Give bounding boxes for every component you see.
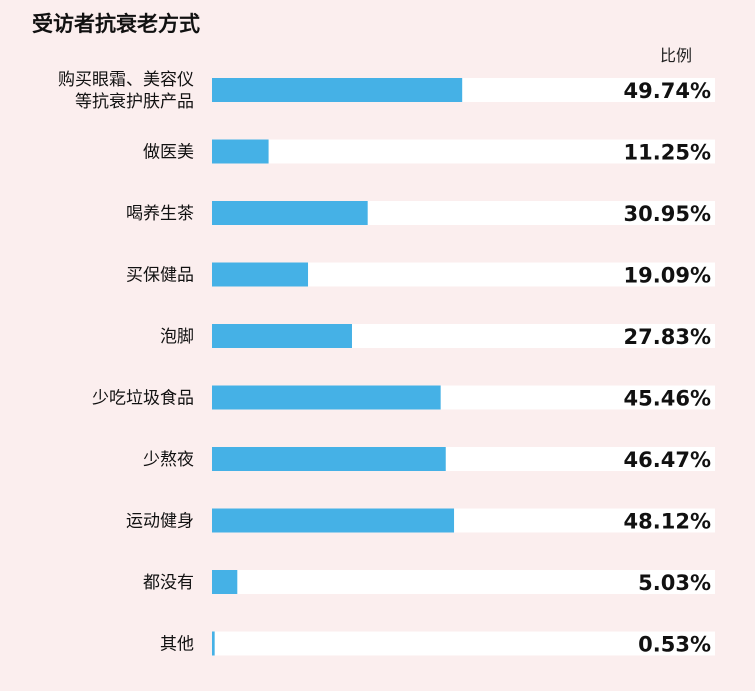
category-label: 都没有 (143, 573, 194, 593)
value-label: 30.95% (624, 202, 711, 226)
category-label: 少吃垃圾食品 (92, 389, 194, 409)
value-label: 19.09% (624, 264, 711, 288)
bar (212, 508, 455, 533)
bar-row: 泡脚 27.83% (160, 324, 715, 349)
category-label: 买保健品 (126, 266, 194, 286)
category-label: 等抗衰护肤产品 (75, 92, 194, 112)
value-label: 11.25% (624, 141, 711, 165)
chart-title: 受访者抗衰老方式 (32, 12, 200, 36)
bar (212, 324, 352, 348)
category-label: 做医美 (143, 143, 194, 163)
bar (212, 385, 441, 410)
category-label: 购买眼霜、美容仪 (58, 70, 194, 90)
bar (212, 78, 463, 102)
value-label: 46.47% (624, 448, 711, 472)
category-label: 运动健身 (126, 512, 194, 532)
value-label: 49.74% (624, 79, 711, 103)
bar (212, 631, 215, 656)
bar (212, 570, 238, 594)
bar-row: 少吃垃圾食品 45.46% (92, 385, 715, 411)
value-label: 5.03% (638, 571, 711, 595)
category-label: 喝养生茶 (126, 204, 194, 224)
value-label: 45.46% (624, 387, 711, 411)
bar-track (212, 570, 715, 594)
bar (212, 139, 269, 164)
value-label: 27.83% (624, 325, 711, 349)
value-label: 48.12% (624, 510, 711, 534)
category-label: 泡脚 (160, 327, 194, 347)
bar-row: 都没有 5.03% (143, 570, 715, 595)
category-label: 其他 (160, 635, 194, 655)
bar-track (212, 631, 715, 656)
bar (212, 447, 446, 471)
bar-track (212, 139, 715, 164)
category-label: 少熬夜 (143, 449, 194, 470)
bar-row: 做医美 11.25% (143, 139, 715, 165)
bar-row: 运动健身 48.12% (126, 508, 715, 534)
bar-row: 买保健品 19.09% (126, 262, 715, 288)
bar-row: 喝养生茶 30.95% (126, 201, 715, 226)
bar (212, 262, 309, 287)
value-label: 0.53% (638, 633, 711, 657)
bar-row: 少熬夜 46.47% (143, 447, 715, 472)
bar (212, 201, 368, 225)
value-column-header: 比例 (660, 46, 693, 65)
bar-row: 其他 0.53% (160, 631, 715, 657)
